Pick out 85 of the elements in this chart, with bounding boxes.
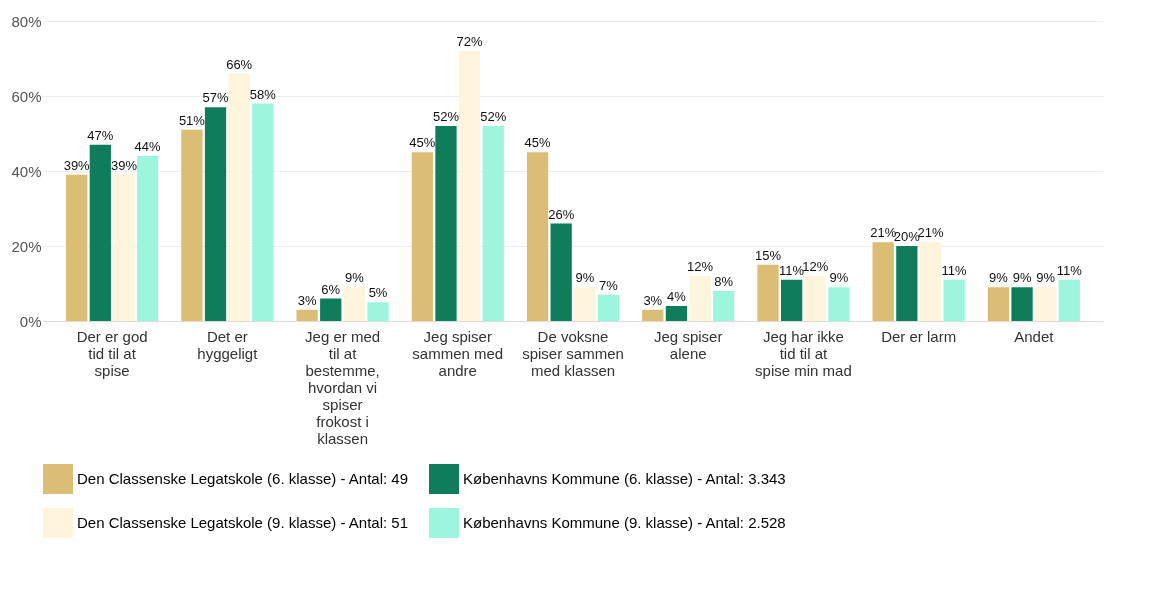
data-label: 4% xyxy=(667,289,687,304)
bar xyxy=(458,51,481,321)
data-label: 9% xyxy=(1036,270,1056,286)
bar xyxy=(1058,279,1080,321)
bar xyxy=(435,126,457,321)
bar xyxy=(411,152,433,321)
bar xyxy=(113,174,135,321)
y-tick-label: 60% xyxy=(11,87,42,105)
data-label: 9% xyxy=(829,270,849,286)
data-label: 72% xyxy=(456,34,484,49)
data-label: 8% xyxy=(714,274,734,289)
data-label: 45% xyxy=(409,135,436,151)
x-tick-label: Jeg spiser alene xyxy=(654,327,723,362)
data-label: 47% xyxy=(87,127,114,143)
bar xyxy=(987,287,1010,321)
x-tick-label: De voksne spiser sammen med klassen xyxy=(522,327,624,379)
x-tick-label: Der er larm xyxy=(881,327,957,345)
data-label: 9% xyxy=(344,270,365,286)
data-label: 57% xyxy=(202,90,229,106)
data-label: 58% xyxy=(249,86,277,102)
bar xyxy=(228,73,250,321)
x-tick-label: Det er hyggeligt xyxy=(197,327,259,362)
bar xyxy=(757,264,779,321)
data-label: 66% xyxy=(226,56,253,72)
x-tick-label: Jeg er med til at bestemme, hvordan vi spiser frokost i klassen xyxy=(305,327,381,447)
data-label: 45% xyxy=(524,135,551,151)
bar xyxy=(320,298,342,321)
data-label: 6% xyxy=(321,281,341,297)
data-label: 9% xyxy=(575,270,595,286)
data-label: 15% xyxy=(754,247,782,263)
data-label: 26% xyxy=(548,206,575,222)
y-tick-label: 80% xyxy=(11,12,42,30)
bar xyxy=(943,279,965,321)
legend-label: Den Classenske Legatskole (6. klasse) - Antal: 49 xyxy=(77,470,409,487)
data-label: 11% xyxy=(941,262,968,278)
data-label: 44% xyxy=(134,139,162,154)
data-label: 11% xyxy=(1056,262,1083,278)
legend-label: Den Classenske Legatskole (9. klasse) - Antal: 51 xyxy=(77,514,409,531)
x-tick-label: Jeg har ikke tid til at spise min mad xyxy=(755,327,852,379)
data-label: 39% xyxy=(63,157,91,173)
bar xyxy=(828,287,850,321)
bar xyxy=(66,174,88,321)
bar xyxy=(689,276,711,321)
bar xyxy=(597,294,620,321)
bar xyxy=(252,103,274,321)
y-tick-label: 20% xyxy=(11,237,42,255)
bar xyxy=(526,152,549,321)
data-label: 51% xyxy=(178,112,206,128)
y-tick-label: 40% xyxy=(11,162,42,180)
data-label: 9% xyxy=(989,270,1009,286)
bar xyxy=(872,242,894,321)
bar xyxy=(136,156,159,321)
bar xyxy=(665,306,688,321)
bar xyxy=(642,309,664,321)
bar xyxy=(1035,287,1057,321)
bar xyxy=(181,129,203,321)
legend-label: Københavns Kommune (9. klasse) - Antal: 2.528 xyxy=(463,514,786,531)
bar xyxy=(713,291,735,321)
bar xyxy=(919,242,942,321)
data-label: 52% xyxy=(432,109,460,124)
bar xyxy=(896,246,918,321)
bar xyxy=(343,287,366,321)
bar xyxy=(89,144,111,321)
x-tick-label: Andet xyxy=(1014,327,1055,345)
data-label: 3% xyxy=(297,292,317,308)
bar xyxy=(296,309,318,321)
data-label: 3% xyxy=(643,292,663,308)
data-label: 39% xyxy=(110,157,138,173)
x-tick-label: Der er god tid til at spise xyxy=(76,327,148,379)
x-tick-label: Jeg spiser sammen med andre xyxy=(412,327,504,379)
data-label: 7% xyxy=(599,277,619,293)
y-tick-label: 0% xyxy=(19,312,42,330)
bar xyxy=(204,107,227,321)
bar xyxy=(780,279,803,321)
data-label: 52% xyxy=(480,109,507,124)
data-label: 5% xyxy=(368,285,388,301)
bar xyxy=(550,223,572,321)
data-label: 12% xyxy=(687,259,714,274)
bar xyxy=(482,126,504,321)
legend-label: Københavns Kommune (6. klasse) - Antal: 3.343 xyxy=(463,470,786,487)
bar xyxy=(1011,287,1033,321)
data-label: 9% xyxy=(1012,270,1032,286)
bar xyxy=(804,276,826,321)
bar xyxy=(574,287,596,321)
bar xyxy=(367,302,389,321)
